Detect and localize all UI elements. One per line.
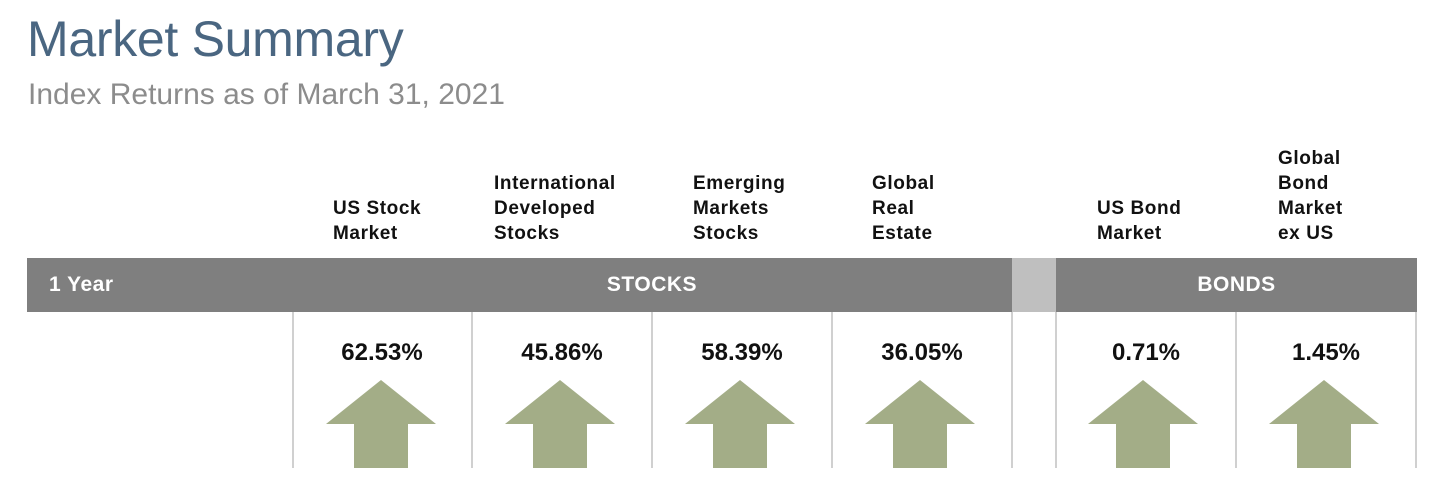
column-header-line: ex US <box>1278 223 1334 244</box>
column-divider <box>831 312 833 468</box>
column-header-line: Stocks <box>693 223 759 244</box>
column-divider <box>1011 312 1013 468</box>
column-header-line: Developed <box>494 198 596 219</box>
column-header-line: International <box>494 173 616 194</box>
column-divider <box>651 312 653 468</box>
column-header-international-developed-stocks: International Developed Stocks <box>494 171 616 246</box>
column-header-line: Estate <box>872 223 933 244</box>
column-header-line: Global <box>872 173 935 194</box>
bonds-group-label: BONDS <box>1197 273 1276 296</box>
return-value: 1.45% <box>1291 339 1361 366</box>
up-arrow-icon <box>685 380 795 468</box>
column-divider <box>471 312 473 468</box>
period-label: 1 Year <box>49 273 114 296</box>
band-separator <box>1012 258 1056 312</box>
column-divider <box>1235 312 1237 468</box>
return-value: 58.39% <box>701 339 783 366</box>
up-arrow-icon <box>1269 380 1379 468</box>
up-arrow-icon <box>505 380 615 468</box>
up-arrow-icon <box>1088 380 1198 468</box>
column-header-us-stock-market: US Stock Market <box>333 196 421 246</box>
column-header-line: Market <box>333 223 398 244</box>
column-header-line: Market <box>1097 223 1162 244</box>
column-header-line: US Bond <box>1097 198 1182 219</box>
page-subtitle: Index Returns as of March 31, 2021 <box>28 78 505 111</box>
bonds-band <box>1056 258 1417 312</box>
column-divider <box>292 312 294 468</box>
return-value: 36.05% <box>881 339 963 366</box>
up-arrow-icon <box>326 380 436 468</box>
column-header-emerging-markets-stocks: Emerging Markets Stocks <box>693 171 785 246</box>
column-header-global-bond-market-ex-us: Global Bond Market ex US <box>1278 146 1343 246</box>
column-header-line: Market <box>1278 198 1343 219</box>
column-header-line: Stocks <box>494 223 560 244</box>
column-header-line: Bond <box>1278 173 1329 194</box>
page-title: Market Summary <box>27 11 404 67</box>
column-header-line: Emerging <box>693 173 786 194</box>
column-header-us-bond-market: US Bond Market <box>1097 196 1181 246</box>
return-value: 62.53% <box>341 339 423 366</box>
return-value: 45.86% <box>521 339 603 366</box>
column-header-line: Markets <box>693 198 770 219</box>
column-header-global-real-estate: Global Real Estate <box>872 171 935 246</box>
stocks-band <box>27 258 1012 312</box>
column-divider <box>1415 312 1417 468</box>
column-header-line: US Stock <box>333 198 422 219</box>
column-header-line: Global <box>1278 148 1341 169</box>
up-arrow-icon <box>865 380 975 468</box>
column-header-line: Real <box>872 198 915 219</box>
stocks-group-label: STOCKS <box>606 273 698 296</box>
return-value: 0.71% <box>1111 339 1181 366</box>
column-divider <box>1055 312 1057 468</box>
